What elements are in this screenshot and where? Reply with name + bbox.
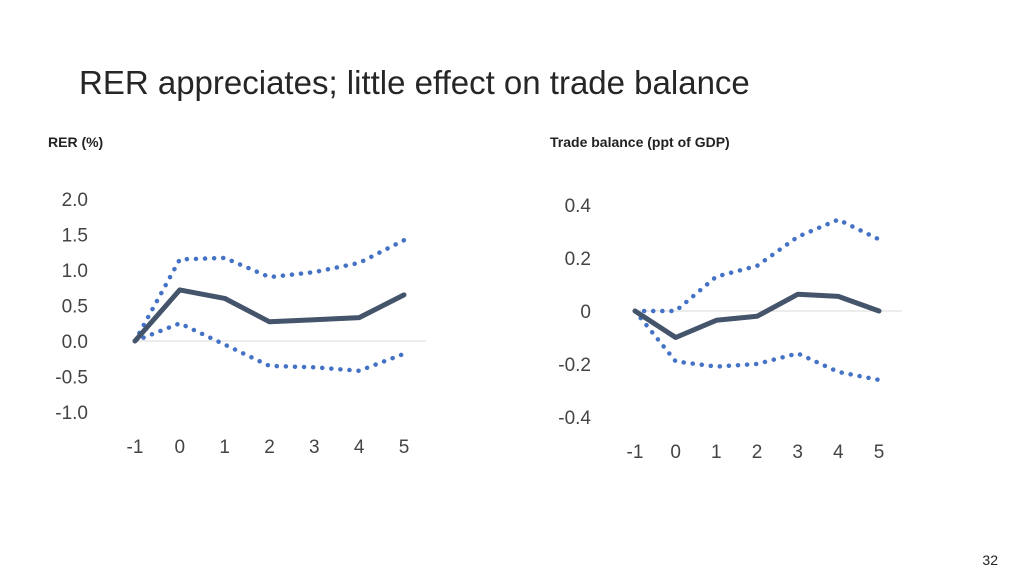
tb-y-tick-label: 0 (580, 302, 591, 323)
tb-x-tick-label: 0 (670, 442, 681, 463)
rer-x-tick-label: 3 (309, 437, 320, 458)
tb-estimate-line (632, 291, 882, 340)
rer-x-tick-label: 0 (175, 437, 186, 458)
rer-y-tick-label: 1.5 (62, 226, 88, 247)
tb-y-tick-label: -0.2 (558, 355, 591, 376)
tb-y-tick-label: -0.4 (558, 408, 591, 429)
rer-x-tick-label: -1 (127, 437, 144, 458)
tb-x-tick-label: 2 (752, 442, 763, 463)
tb-x-tick-label: 5 (874, 442, 885, 463)
tb-x-tick-label: 1 (711, 442, 722, 463)
tb-lower-band-line (632, 308, 882, 383)
rer-y-tick-label: -0.5 (55, 368, 88, 389)
rer-y-tick-label: 1.0 (62, 261, 88, 282)
tb-x-tick-label: 4 (833, 442, 844, 463)
rer-estimate-line (132, 287, 407, 344)
rer-x-tick-label: 5 (399, 437, 410, 458)
rer-x-tick-label: 2 (264, 437, 275, 458)
trade-balance-chart-title: Trade balance (ppt of GDP) (550, 134, 730, 150)
page-number: 32 (982, 552, 998, 568)
rer-chart-title: RER (%) (48, 134, 104, 150)
rer-y-tick-label: 0.0 (62, 332, 88, 353)
rer-y-tick-label: 0.5 (62, 297, 88, 318)
tb-x-tick-label: 3 (792, 442, 803, 463)
tb-y-tick-label: 0.2 (565, 249, 591, 270)
rer-x-tick-label: 4 (354, 437, 365, 458)
tb-x-tick-label: -1 (627, 442, 644, 463)
rer-y-tick-label: -1.0 (55, 403, 88, 424)
tb-y-tick-label: 0.4 (565, 196, 592, 217)
rer-chart: 2.0 1.5 1.0 0.5 0.0 -0.5 -1.0 -1 0 1 2 3 4 5 (55, 190, 426, 458)
rer-upper-band-line (132, 237, 407, 344)
rer-x-tick-label: 1 (219, 437, 230, 458)
rer-lower-band-line (132, 321, 407, 374)
slide-title: RER appreciates; little effect on trade … (79, 64, 750, 101)
tb-upper-band-line (632, 217, 882, 314)
rer-y-tick-label: 2.0 (62, 190, 88, 211)
